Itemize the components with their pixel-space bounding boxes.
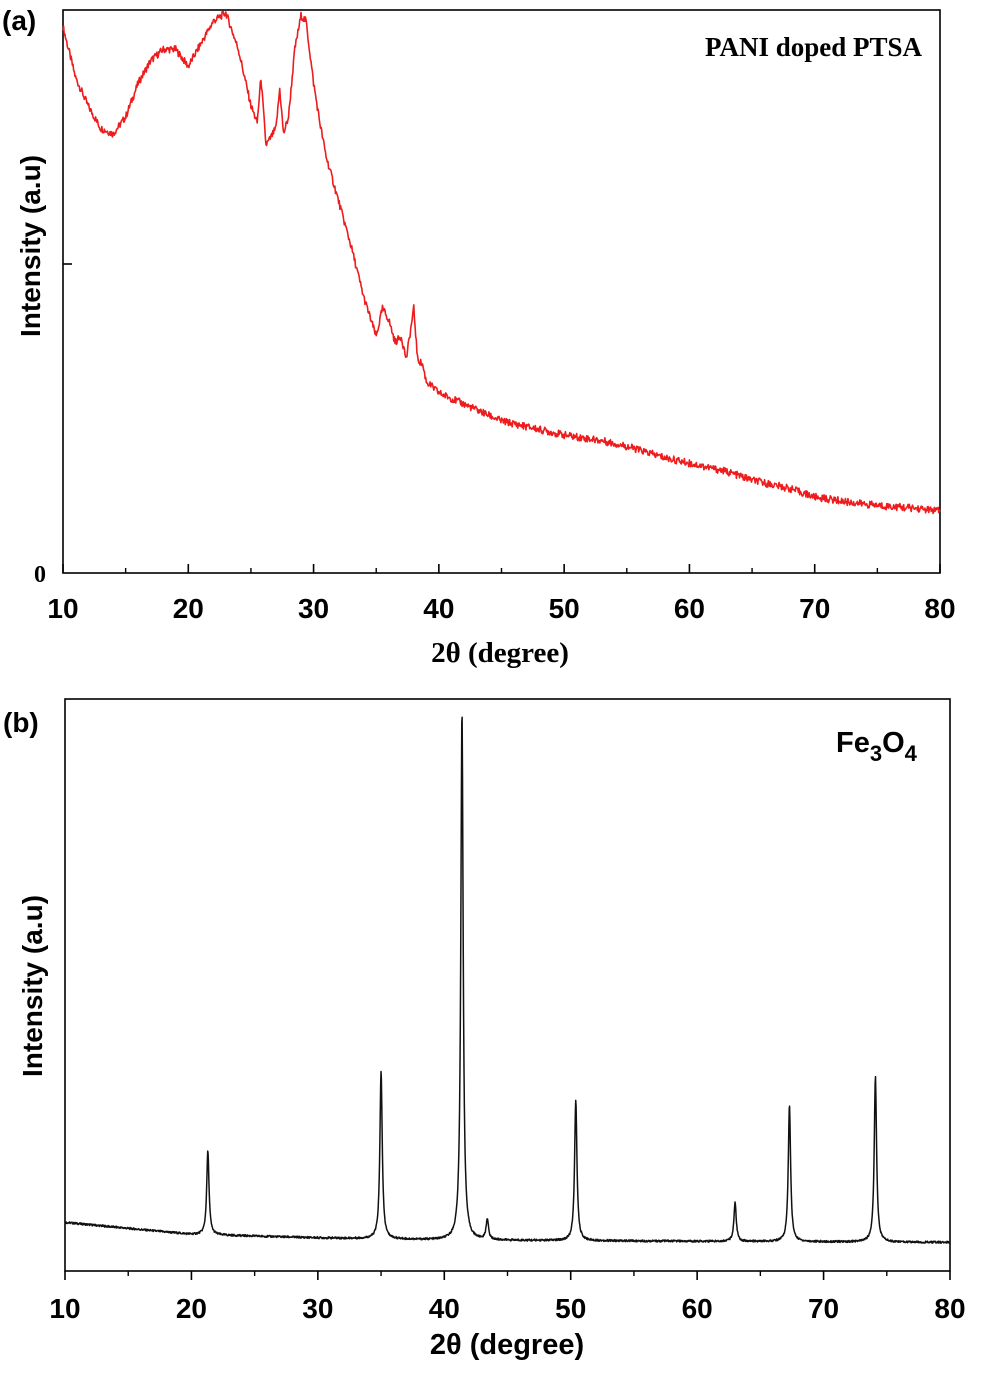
panel-a-x-tick-label: 30 bbox=[298, 593, 329, 624]
panel-a-x-axis-label: 2θ (degree) bbox=[431, 637, 569, 669]
panel-a-x-tick-label: 70 bbox=[799, 593, 830, 624]
panel-a-x-tick-label: 40 bbox=[423, 593, 454, 624]
panel-a-y-tick-zero: 0 bbox=[34, 562, 46, 588]
panel-a-series-line bbox=[62, 10, 941, 515]
panel-b-x-tick-label: 10 bbox=[49, 1293, 80, 1324]
panel-b: 10 20 30 40 50 60 70 80 (b) Fe3O4 Intensity (a.… bbox=[3, 698, 966, 1361]
panel-a-x-tick-label: 50 bbox=[549, 593, 580, 624]
panel-a-label: (a) bbox=[2, 5, 36, 36]
panel-b-x-axis-label: 2θ (degree) bbox=[430, 1329, 584, 1361]
panel-a-x-tick-label: 20 bbox=[173, 593, 204, 624]
panel-a-x-tick-label: 80 bbox=[924, 593, 955, 624]
panel-b-series-line bbox=[64, 716, 951, 1244]
panel-b-x-tick-label: 70 bbox=[808, 1293, 839, 1324]
panel-b-label: (b) bbox=[3, 707, 39, 738]
panel-a-annotation: PANI doped PTSA bbox=[705, 32, 923, 62]
panel-b-x-tick-label: 80 bbox=[934, 1293, 965, 1324]
panel-a-x-ticks: 10 20 30 40 50 60 70 80 bbox=[47, 564, 956, 624]
panel-b-x-ticks: 10 20 30 40 50 60 70 80 bbox=[49, 1271, 966, 1324]
panel-b-frame bbox=[64, 698, 951, 1272]
panel-a-frame bbox=[62, 9, 941, 574]
panel-b-x-tick-label: 60 bbox=[682, 1293, 713, 1324]
panel-b-y-axis-label: Intensity (a.u) bbox=[17, 895, 48, 1077]
panel-b-x-tick-label: 50 bbox=[555, 1293, 586, 1324]
panel-b-x-tick-label: 20 bbox=[176, 1293, 207, 1324]
panel-a: 10 20 30 40 50 60 70 80 0 (a) PANI doped PTSA I… bbox=[2, 5, 956, 669]
panel-a-x-tick-label: 10 bbox=[47, 593, 78, 624]
panel-b-x-tick-label: 30 bbox=[302, 1293, 333, 1324]
panel-a-y-axis-label: Intensity (a.u) bbox=[15, 155, 46, 337]
panel-b-x-tick-label: 40 bbox=[429, 1293, 460, 1324]
panel-a-x-tick-label: 60 bbox=[674, 593, 705, 624]
panel-b-annotation: Fe3O4 bbox=[836, 727, 918, 766]
